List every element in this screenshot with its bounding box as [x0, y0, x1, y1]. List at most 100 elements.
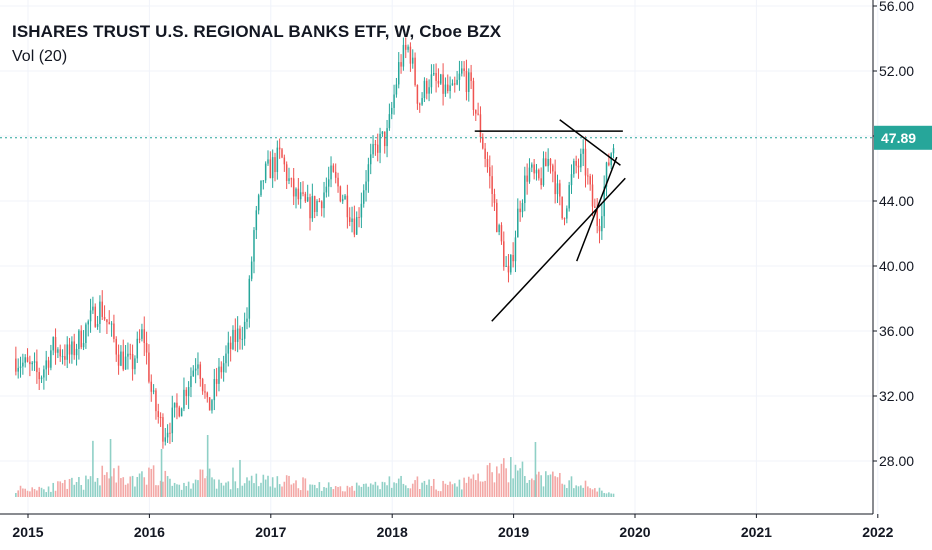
volume-bar: [71, 477, 73, 497]
candle-body: [248, 278, 251, 319]
candle-body: [29, 361, 31, 365]
volume-bar: [208, 468, 211, 497]
candle-body: [414, 57, 416, 86]
candle-body: [192, 370, 195, 377]
volume-bar: [85, 475, 87, 497]
volume-bar: [367, 486, 370, 497]
volume-bar: [351, 485, 353, 497]
candle-body: [358, 216, 360, 218]
volume-bar: [138, 473, 141, 497]
volume-bar: [474, 480, 477, 497]
volume-bar: [66, 488, 69, 497]
candle-body: [101, 301, 103, 317]
candle-body: [99, 301, 101, 324]
volume-bar: [596, 491, 598, 497]
volume-bar: [323, 487, 325, 497]
volume-bar: [358, 485, 360, 497]
volume-bar: [78, 477, 80, 497]
candle-body: [75, 348, 78, 356]
volume-bar: [395, 483, 398, 497]
candle-body: [587, 175, 589, 177]
volume-bar: [215, 488, 218, 497]
price-candles: [15, 37, 615, 449]
candle-body: [339, 186, 342, 202]
candle-body: [337, 177, 339, 187]
candle-body: [395, 84, 398, 95]
candle-body: [162, 417, 164, 442]
volume-bar: [472, 474, 475, 497]
volume-bar: [243, 483, 246, 497]
candle-body: [447, 84, 449, 92]
volume-bar: [101, 465, 104, 497]
candle-body: [386, 128, 388, 147]
candle-body: [535, 169, 538, 174]
volume-bar: [313, 484, 316, 497]
volume-bar: [332, 489, 335, 497]
candle-body: [540, 178, 542, 186]
candle-body: [442, 74, 444, 94]
candle-body: [215, 379, 218, 384]
candle-body: [82, 343, 85, 348]
volume-bar: [495, 466, 498, 497]
volume-bar: [47, 486, 50, 497]
candle-body: [89, 310, 92, 322]
candle-body: [61, 356, 64, 358]
candle-body: [449, 85, 451, 92]
volume-bar: [402, 483, 405, 497]
volume-bar: [505, 468, 507, 497]
candle-body: [390, 107, 393, 115]
chart-legend: ISHARES TRUST U.S. REGIONAL BANKS ETF, W…: [12, 22, 501, 66]
volume-bar: [171, 485, 174, 497]
volume-bar: [87, 479, 90, 497]
candle-body: [73, 341, 75, 356]
volume-bar: [262, 474, 265, 497]
candle-body: [491, 176, 493, 195]
volume-bar: [54, 490, 57, 497]
candle-body: [271, 157, 274, 179]
candle-body: [204, 391, 206, 393]
volume-bar: [290, 484, 293, 497]
volume-bar: [190, 488, 192, 497]
y-tick-label: 28.00: [879, 453, 914, 469]
candle-body: [409, 46, 412, 64]
candle-body: [283, 157, 286, 165]
volume-bar: [131, 475, 134, 497]
candle-body: [40, 377, 43, 380]
volume-bar: [227, 481, 230, 497]
volume-bar: [507, 482, 510, 497]
candle-body: [598, 225, 601, 232]
volume-bar: [341, 491, 344, 497]
volume-bar: [306, 490, 309, 497]
candle-body: [542, 158, 545, 186]
candle-body: [404, 44, 407, 50]
volume-bar: [80, 485, 83, 497]
volume-indicator-label[interactable]: Vol (20): [12, 48, 68, 65]
candle-body: [309, 197, 311, 219]
candle-body: [302, 192, 304, 194]
candle-body: [458, 73, 461, 80]
candle-body: [316, 201, 318, 212]
volume-bar: [194, 479, 197, 497]
volume-spike: [534, 442, 537, 497]
volume-bar: [533, 480, 535, 497]
volume-bar: [309, 484, 311, 497]
volume-bar: [362, 483, 365, 497]
candle-body: [589, 176, 591, 185]
volume-bar: [248, 480, 251, 497]
volume-bar: [157, 485, 160, 497]
symbol-title[interactable]: ISHARES TRUST U.S. REGIONAL BANKS ETF, W…: [12, 22, 502, 41]
volume-bar: [418, 488, 421, 497]
candle-body: [47, 360, 50, 368]
trendlines[interactable]: [474, 119, 626, 322]
candle-body: [159, 416, 162, 418]
candle-body: [348, 217, 351, 222]
candle-body: [292, 178, 295, 197]
volume-bar: [36, 490, 38, 497]
candle-body: [372, 144, 374, 155]
volume-bar: [145, 484, 148, 497]
candle-body: [388, 114, 391, 129]
volume-bar: [187, 481, 190, 497]
volume-bar: [404, 485, 407, 497]
